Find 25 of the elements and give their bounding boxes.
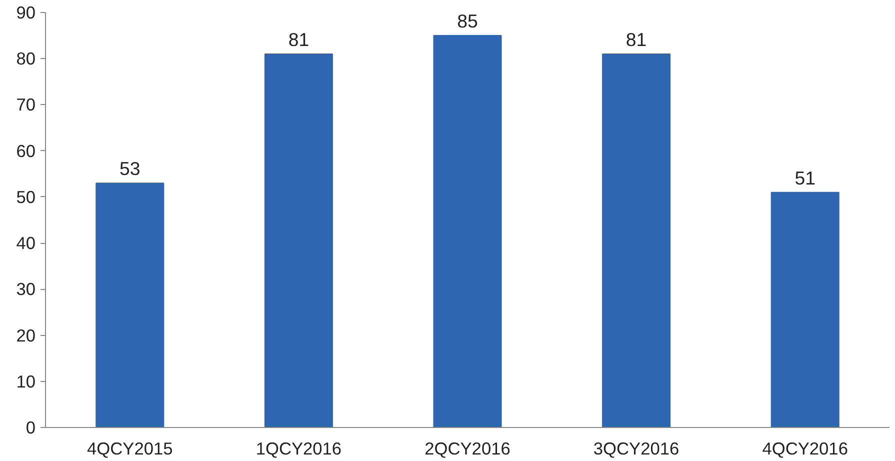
bar	[96, 182, 164, 428]
bar	[264, 54, 333, 428]
y-tick-label: 70	[16, 94, 36, 115]
y-tick-label: 20	[16, 325, 36, 346]
y-tick-label: 90	[16, 2, 36, 22]
x-tick-label: 4QCY2016	[762, 438, 848, 458]
y-tick-label: 30	[16, 279, 36, 300]
x-tick-label: 1QCY2016	[256, 438, 342, 458]
y-tick-label: 10	[16, 371, 36, 392]
x-tick-label: 3QCY2016	[593, 438, 680, 458]
y-tick-label: 80	[16, 48, 36, 69]
y-tick-label: 60	[16, 140, 36, 161]
y-tick-label: 0	[26, 418, 36, 438]
data-label: 81	[288, 29, 310, 50]
x-tick-label: 4QCY2015	[87, 438, 173, 458]
x-tick-label: 2QCY2016	[424, 438, 510, 458]
data-label: 81	[626, 29, 647, 50]
bar	[602, 54, 671, 428]
data-label: 51	[794, 167, 816, 188]
y-tick-label: 40	[16, 233, 36, 254]
bar	[433, 35, 502, 428]
data-label: 85	[457, 10, 478, 32]
data-label: 53	[120, 158, 140, 180]
y-tick-label: 50	[16, 186, 36, 207]
bar	[770, 192, 840, 428]
